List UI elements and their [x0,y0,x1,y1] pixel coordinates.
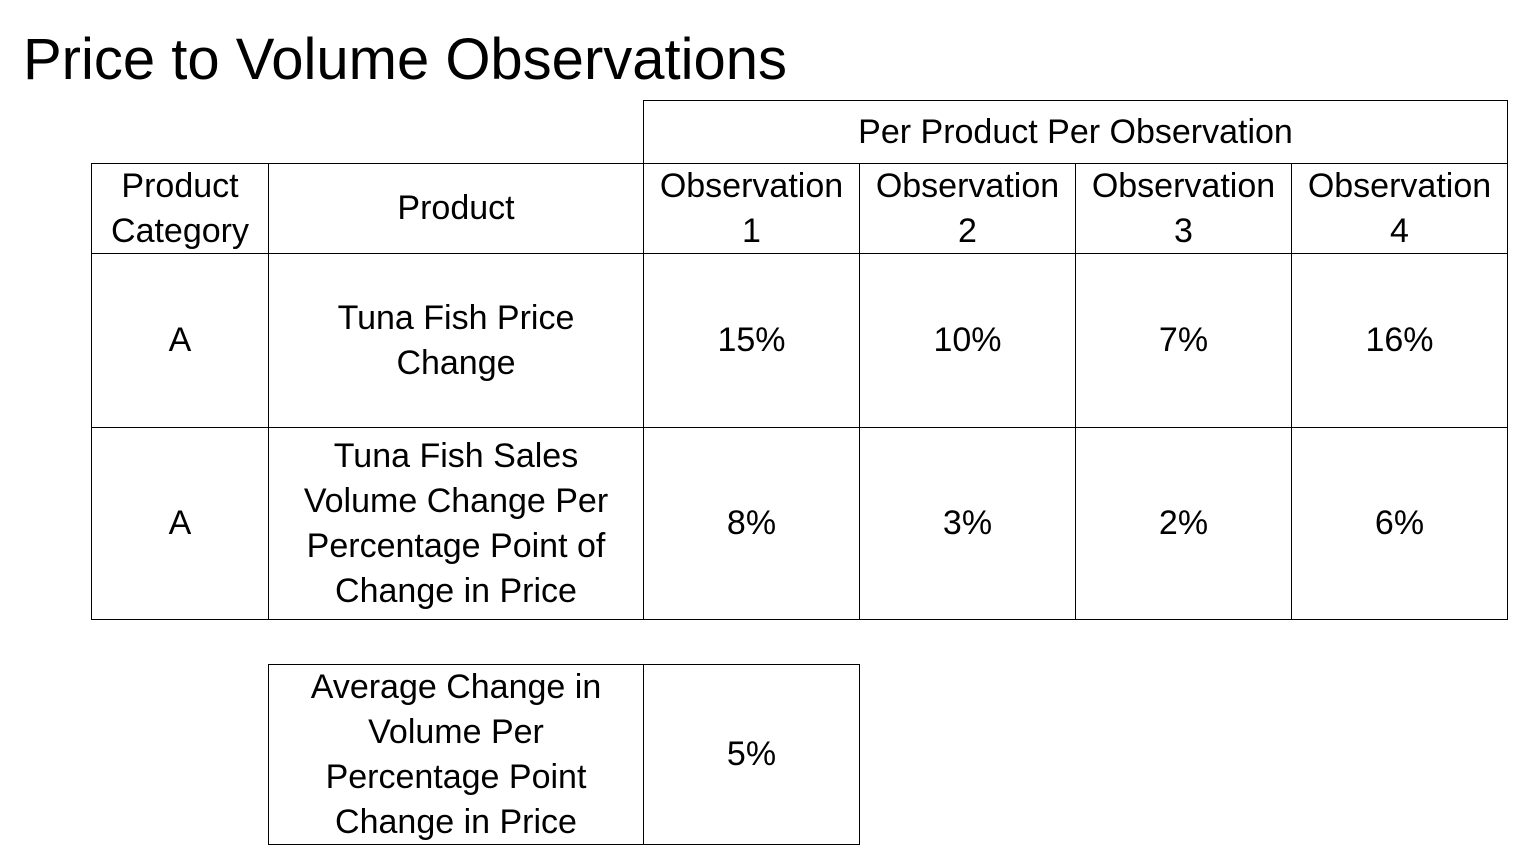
header-product-label: Product [397,189,515,227]
summary-value: 5% [726,735,777,773]
table-row-2-observation-1: 8% [643,427,860,620]
table-row-1-observation-3: 7% [1075,253,1292,428]
header-observation-2: Observation 2 [859,163,1076,254]
table-row-1-category: A [91,253,269,428]
header-observation-3-label: Observation 3 [1091,166,1276,250]
row-1-observation-2-value: 10% [933,321,1002,359]
row-1-observation-1-value: 15% [717,321,786,359]
header-observation-1-label: Observation 1 [659,166,844,250]
header-observation-4: Observation 4 [1291,163,1508,254]
row-2-observation-2-value: 3% [942,504,993,542]
group-header-label: Per Product Per Observation [858,112,1293,151]
header-product-category: Product Category [91,163,269,254]
table-row-1-observation-2: 10% [859,253,1076,428]
page-title: Price to Volume Observations [23,27,788,92]
table-row-2-product: Tuna Fish Sales Volume Change Per Percen… [268,427,644,620]
row-1-observation-3-value: 7% [1158,321,1209,359]
header-observation-1: Observation 1 [643,163,860,254]
row-1-category-value: A [168,321,192,359]
row-1-product-label: Tuna Fish Price Change [337,298,575,382]
row-2-observation-1-value: 8% [726,504,777,542]
summary-label: Average Change in Volume Per Percentage … [310,667,602,841]
table-row-2-observation-2: 3% [859,427,1076,620]
table-row-2-observation-3: 2% [1075,427,1292,620]
row-2-observation-4-value: 6% [1374,504,1425,542]
row-2-observation-3-value: 2% [1158,504,1209,542]
header-observation-3: Observation 3 [1075,163,1292,254]
row-2-category-value: A [168,504,192,542]
summary-label-cell: Average Change in Volume Per Percentage … [268,664,644,845]
header-product-category-label: Product Category [111,166,249,250]
table-row-1-product: Tuna Fish Price Change [268,253,644,428]
table-row-2-observation-4: 6% [1291,427,1508,620]
table-row-1-observation-1: 15% [643,253,860,428]
row-2-product-label: Tuna Fish Sales Volume Change Per Percen… [303,436,609,610]
table-row-2-category: A [91,427,269,620]
header-observation-2-label: Observation 2 [875,166,1060,250]
row-1-observation-4-value: 16% [1365,321,1434,359]
table-row-1-observation-4: 16% [1291,253,1508,428]
header-product: Product [268,163,644,254]
summary-value-cell: 5% [643,664,860,845]
header-observation-4-label: Observation 4 [1307,166,1492,250]
group-header-per-product-per-observation: Per Product Per Observation [643,100,1508,164]
